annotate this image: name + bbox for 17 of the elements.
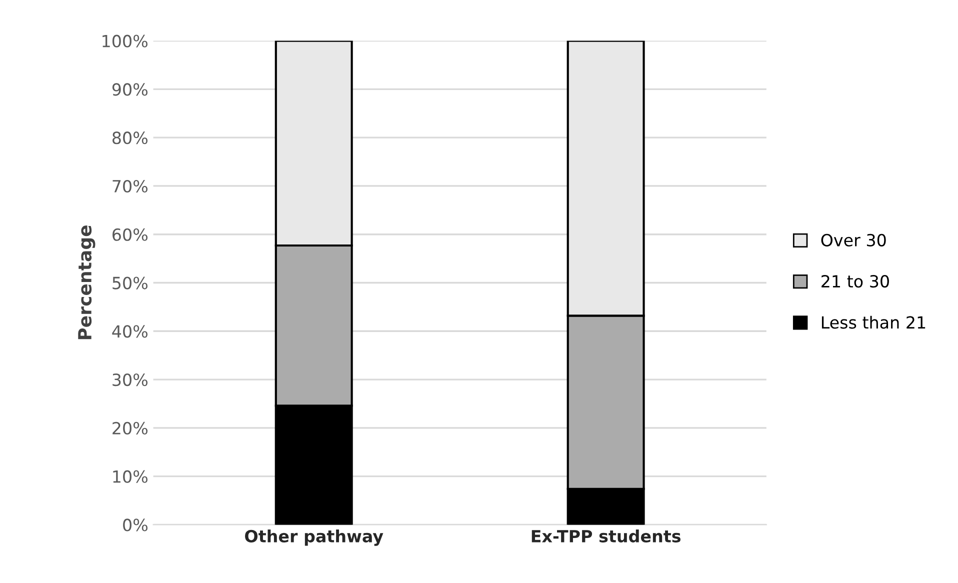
y-tick-label: 100% (102, 34, 148, 48)
y-tick-label: 80% (112, 132, 148, 144)
legend-label: Less than 21 (822, 316, 926, 329)
x-tick-label: Other pathway (245, 530, 384, 546)
y-tick-label: 60% (112, 228, 148, 241)
y-tick-label: 50% (112, 276, 148, 290)
y-tick-label: 0% (123, 518, 148, 532)
y-tick-label: 90% (112, 83, 148, 96)
y-tick-label: 10% (113, 470, 148, 483)
y-tick-label: 40% (112, 325, 148, 338)
legend-label: Over 30 (821, 234, 886, 246)
y-tick-label: 20% (112, 422, 148, 434)
x-tick-label: Ex-TPP students (532, 530, 680, 542)
y-axis-title: Percentage (78, 226, 96, 340)
y-tick-label: 30% (112, 373, 148, 386)
legend-label: 21 to 30 (822, 274, 889, 288)
y-tick-label: 70% (112, 180, 148, 193)
